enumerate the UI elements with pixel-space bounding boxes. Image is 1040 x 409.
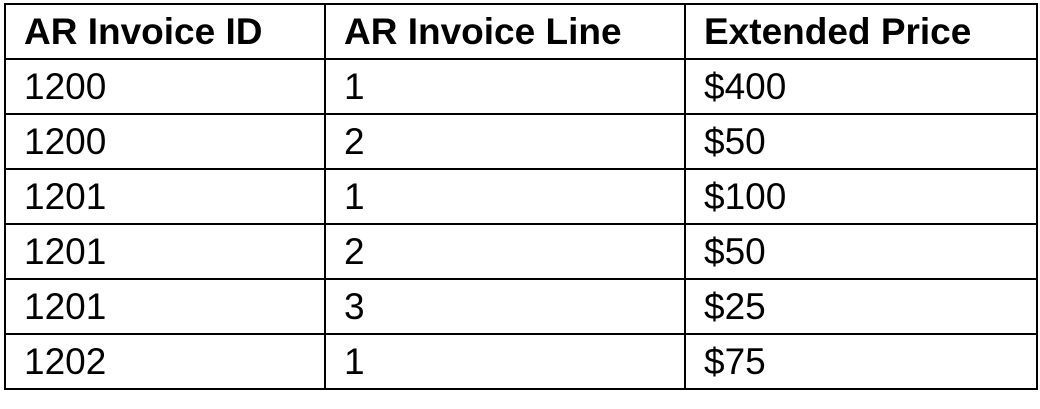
cell-ar-invoice-line: 1 bbox=[324, 58, 686, 115]
cell-ar-invoice-line: 1 bbox=[324, 168, 686, 225]
cell-extended-price: $75 bbox=[684, 333, 1038, 390]
table-row: 1201 1 $100 bbox=[4, 168, 1038, 225]
cell-ar-invoice-line: 3 bbox=[324, 278, 686, 335]
cell-ar-invoice-id: 1201 bbox=[4, 223, 326, 280]
cell-extended-price: $50 bbox=[684, 113, 1038, 170]
table-row: 1201 2 $50 bbox=[4, 223, 1038, 280]
cell-ar-invoice-id: 1202 bbox=[4, 333, 326, 390]
table-row: 1202 1 $75 bbox=[4, 333, 1038, 390]
cell-extended-price: $400 bbox=[684, 58, 1038, 115]
cell-extended-price: $25 bbox=[684, 278, 1038, 335]
cell-extended-price: $50 bbox=[684, 223, 1038, 280]
header-ar-invoice-line: AR Invoice Line bbox=[324, 3, 686, 60]
cell-ar-invoice-line: 2 bbox=[324, 113, 686, 170]
invoice-table: AR Invoice ID AR Invoice Line Extended P… bbox=[4, 3, 1038, 390]
cell-ar-invoice-id: 1200 bbox=[4, 113, 326, 170]
cell-ar-invoice-line: 1 bbox=[324, 333, 686, 390]
cell-ar-invoice-line: 2 bbox=[324, 223, 686, 280]
table-row: 1201 3 $25 bbox=[4, 278, 1038, 335]
cell-ar-invoice-id: 1201 bbox=[4, 278, 326, 335]
cell-extended-price: $100 bbox=[684, 168, 1038, 225]
table-header-row: AR Invoice ID AR Invoice Line Extended P… bbox=[4, 3, 1038, 60]
header-ar-invoice-id: AR Invoice ID bbox=[4, 3, 326, 60]
cell-ar-invoice-id: 1201 bbox=[4, 168, 326, 225]
cell-ar-invoice-id: 1200 bbox=[4, 58, 326, 115]
table-row: 1200 1 $400 bbox=[4, 58, 1038, 115]
table-row: 1200 2 $50 bbox=[4, 113, 1038, 170]
header-extended-price: Extended Price bbox=[684, 3, 1038, 60]
